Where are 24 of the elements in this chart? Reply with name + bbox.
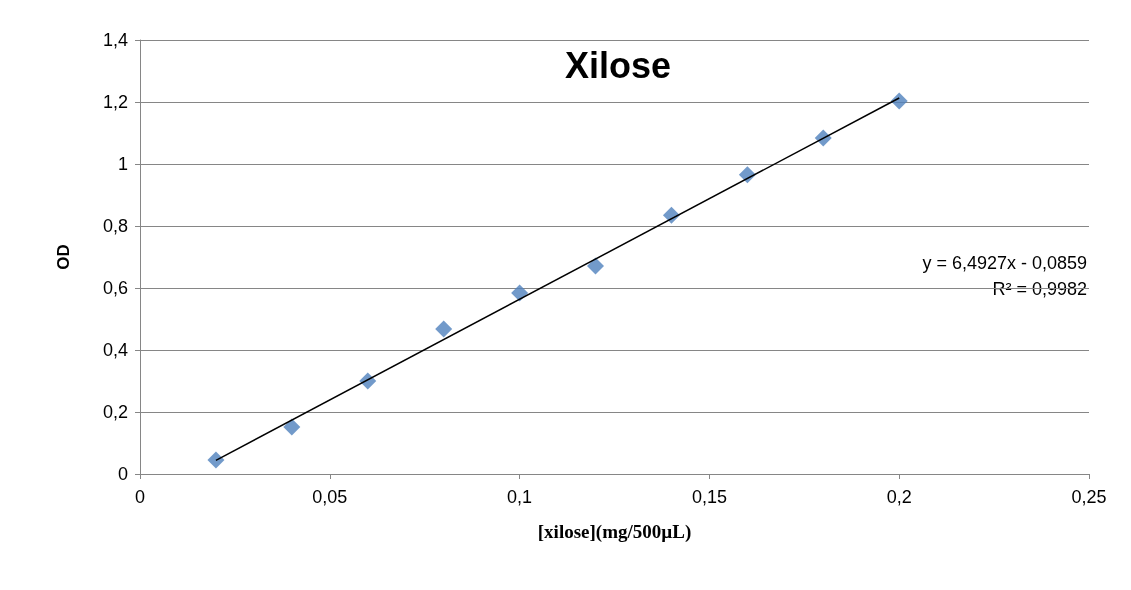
y-tick-label: 0,8: [102, 216, 128, 236]
x-tick-label: 0,2: [886, 487, 912, 507]
y-tick-label: 1,4: [102, 30, 128, 50]
y-tick-label: 0,4: [102, 340, 128, 360]
y-tick-label: 1: [117, 154, 128, 174]
y-tick-label: 0,2: [102, 402, 128, 422]
x-tick-label: 0,1: [507, 487, 533, 507]
point: [435, 320, 453, 338]
x-tick-label: 0,25: [1071, 487, 1107, 507]
point: [587, 257, 605, 275]
x-axis-title: [xilose](mg/500µL): [537, 521, 692, 543]
chart-title: Xilose: [564, 44, 672, 86]
y-axis-title: OD: [54, 244, 73, 270]
x-tick-label: 0: [134, 487, 146, 507]
y-tick-label: 1,2: [102, 92, 128, 112]
x-tick-label: 0,05: [312, 487, 348, 507]
point: [283, 418, 301, 436]
point: [207, 451, 225, 469]
y-tick-label: 0: [117, 464, 128, 484]
annotation: y = 6,4927x - 0,0859: [922, 253, 1087, 273]
x-tick-label: 0,15: [691, 487, 727, 507]
point: [511, 284, 529, 302]
point: [890, 92, 908, 110]
y-tick-label: 0,6: [102, 278, 128, 298]
